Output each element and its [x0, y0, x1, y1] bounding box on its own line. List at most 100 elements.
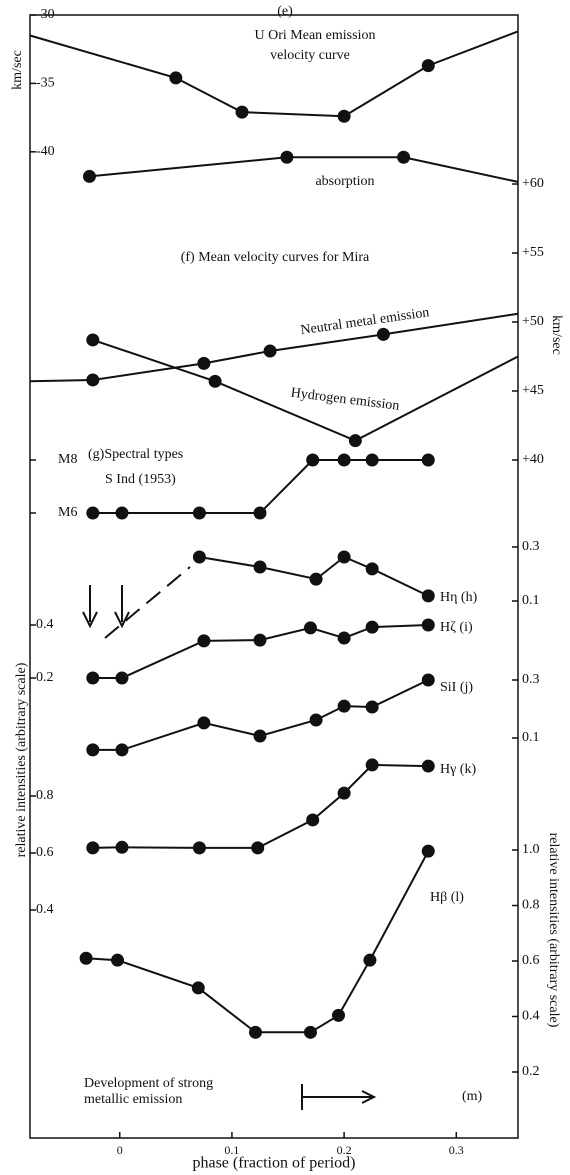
point	[208, 374, 222, 388]
series-label: Neutral metal emission	[300, 305, 431, 338]
point	[365, 562, 379, 576]
y-tick-label: +60	[522, 176, 544, 191]
series-label: Hydrogen emission	[290, 386, 400, 414]
point	[337, 550, 351, 564]
series-label: absorption	[315, 174, 374, 189]
y-tick-label: 0.1	[522, 593, 540, 608]
point	[365, 620, 379, 634]
point	[79, 951, 93, 965]
point	[337, 786, 351, 800]
point	[192, 506, 206, 520]
y-tick-label: M6	[58, 505, 77, 520]
y-tick-label: 0.1	[522, 730, 540, 745]
point	[337, 453, 351, 467]
y-tick-label: 0.2	[522, 1064, 540, 1079]
point	[332, 1008, 346, 1022]
y-tick-label: +45	[522, 383, 544, 398]
y-tick-label: -30	[36, 7, 55, 22]
series-label: Hζ (i)	[440, 620, 473, 635]
point	[115, 671, 129, 685]
point	[197, 356, 211, 370]
point	[303, 621, 317, 635]
point	[86, 333, 100, 347]
point	[365, 758, 379, 772]
line	[29, 312, 519, 383]
point	[337, 631, 351, 645]
point	[86, 506, 100, 520]
point	[115, 743, 129, 757]
point	[86, 373, 100, 387]
panel-label: (e)	[277, 4, 293, 19]
line	[92, 624, 429, 679]
point	[111, 953, 125, 967]
annotation: Development of strong	[84, 1076, 213, 1091]
panel-title: velocity curve	[270, 48, 350, 63]
point	[306, 813, 320, 827]
series-label: SiI (j)	[440, 680, 473, 695]
point	[280, 150, 294, 164]
point	[421, 844, 435, 858]
point	[421, 589, 435, 603]
line	[89, 156, 519, 183]
point	[303, 1025, 317, 1039]
point	[421, 673, 435, 687]
line	[92, 338, 519, 442]
y-tick-label: 0.8	[36, 788, 54, 803]
y-axis-label: km/sec	[10, 50, 25, 90]
y-tick-label: 0.8	[522, 898, 540, 913]
point	[86, 841, 100, 855]
point	[421, 618, 435, 632]
point	[192, 550, 206, 564]
y-axis-label: relative intensities (arbitrary scale)	[14, 662, 29, 857]
y-tick-label: M8	[58, 452, 77, 467]
y-tick-label: 0.3	[522, 539, 540, 554]
point	[263, 344, 277, 358]
point	[421, 453, 435, 467]
point	[248, 1025, 262, 1039]
line	[92, 763, 429, 849]
point	[253, 729, 267, 743]
point	[253, 506, 267, 520]
point	[365, 700, 379, 714]
y-tick-label: 1.0	[522, 842, 540, 857]
point	[337, 109, 351, 123]
series-label: Hη (h)	[440, 590, 478, 605]
arrow-head	[361, 1090, 377, 1104]
point	[115, 840, 129, 854]
y-tick-label: 0.4	[36, 617, 54, 632]
point	[337, 699, 351, 713]
y-tick-label: +50	[522, 314, 544, 329]
point	[86, 671, 100, 685]
y-tick-label: 0.3	[522, 672, 540, 687]
y-tick-label: -35	[36, 76, 55, 91]
point	[348, 434, 362, 448]
point	[86, 743, 100, 757]
point	[309, 713, 323, 727]
y-tick-label: 0.6	[36, 845, 54, 860]
line	[29, 30, 519, 118]
point	[253, 560, 267, 574]
y2-axis-label: relative intensities (arbitrary scale)	[546, 833, 561, 1028]
panel-title: (f) Mean velocity curves for Mira	[181, 250, 370, 265]
point	[169, 71, 183, 85]
series-label: Hβ (l)	[430, 890, 464, 905]
panel-title: (g)Spectral types	[88, 447, 183, 462]
point	[251, 841, 265, 855]
y-tick-label: +55	[522, 245, 544, 260]
point	[421, 59, 435, 73]
y-tick-label: 0.6	[522, 953, 540, 968]
y-tick-label: 0.4	[522, 1009, 540, 1024]
point	[309, 572, 323, 586]
series-label: Hγ (k)	[440, 762, 476, 777]
y-tick-label: 0.4	[36, 902, 54, 917]
y-axis-label: km/sec	[549, 315, 564, 355]
arrow-head	[114, 611, 130, 629]
point	[253, 633, 267, 647]
x-tick-label: 0.1	[224, 1143, 239, 1157]
point	[363, 953, 377, 967]
dashed-trend	[104, 566, 191, 639]
point	[235, 105, 249, 119]
x-tick-label: 0	[117, 1143, 123, 1157]
y-tick-label: 0.2	[36, 670, 54, 685]
